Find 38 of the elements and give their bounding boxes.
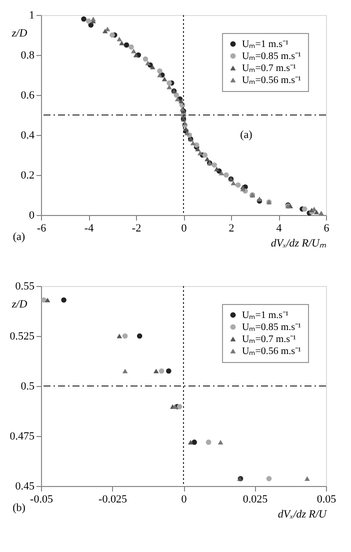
y-tick-label: 0.45	[15, 480, 35, 492]
x-tick-label: 0.05	[316, 494, 337, 506]
legend-label: Uₘ=0.56 m.s⁻¹	[242, 346, 302, 357]
x-tick-label: -6	[36, 222, 47, 234]
x-tick-label: 4	[276, 222, 282, 234]
y-axis-title: z/D	[10, 298, 28, 310]
x-tick-label: -4	[84, 222, 94, 234]
y-tick-label: 0.2	[20, 170, 34, 182]
legend-label: Uₘ=1 m.s⁻¹	[242, 39, 289, 50]
x-tick-label: -0.05	[30, 494, 54, 506]
legend-label: Uₘ=1 m.s⁻¹	[242, 310, 289, 321]
annotation: (a)	[240, 129, 253, 141]
legend-label: Uₘ=0.56 m.s⁻¹	[242, 75, 302, 86]
y-tick-label: 0.4	[20, 130, 35, 142]
text: (b)	[12, 502, 26, 514]
x-tick-label: 0.025	[242, 494, 268, 506]
y-tick-label: 1	[29, 10, 34, 22]
text: (a)	[12, 231, 26, 243]
x-tick-label: -2	[132, 222, 142, 234]
y-tick-label: 0.5	[20, 380, 35, 392]
y-tick-label: 0.6	[20, 90, 35, 102]
y-axis-title: z/D	[10, 28, 28, 40]
y-tick-label: 0.475	[10, 430, 35, 442]
legend-label: Uₘ=0.7 m.s⁻¹	[242, 63, 296, 74]
y-tick-label: 0.8	[20, 50, 35, 62]
x-axis-title: dVₓ/dz R/U	[278, 508, 328, 520]
y-tick-label: 0	[29, 210, 35, 222]
x-tick-label: 0	[181, 494, 188, 506]
x-tick-label: -0.025	[98, 494, 128, 506]
x-tick-label: 2	[228, 222, 234, 234]
y-tick-label: 0.525	[10, 330, 35, 342]
x-tick-label: 0	[181, 222, 188, 234]
y-tick-label: 0.55	[15, 280, 35, 292]
x-tick-label: 6	[324, 222, 330, 234]
legend-label: Uₘ=0.7 m.s⁻¹	[242, 334, 296, 345]
legend-label: Uₘ=0.85 m.s⁻¹	[242, 322, 302, 333]
x-axis-title: dVₓ/dz R/Uₘ	[270, 238, 326, 250]
legend-label: Uₘ=0.85 m.s⁻¹	[242, 51, 302, 62]
